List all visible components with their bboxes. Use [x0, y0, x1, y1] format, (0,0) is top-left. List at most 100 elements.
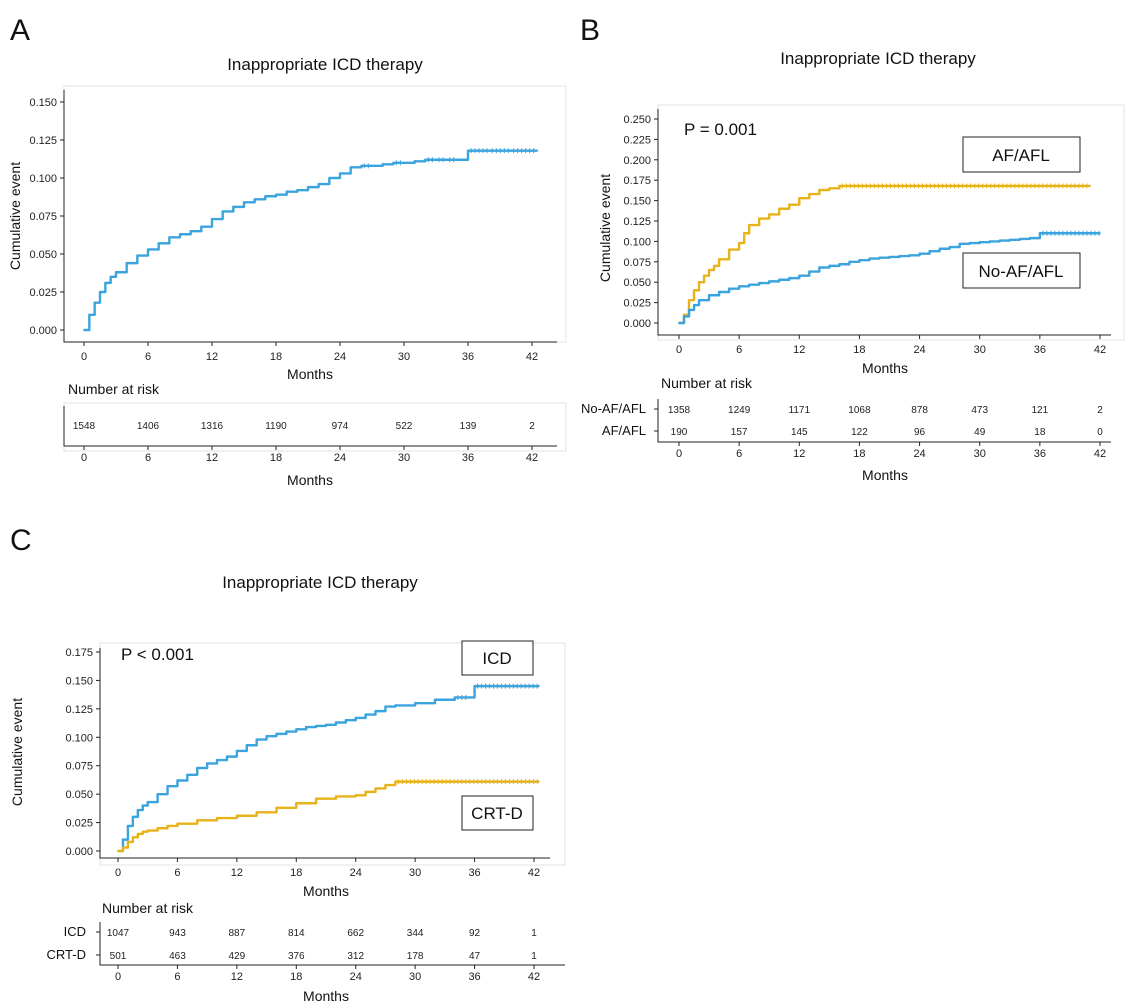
series-point — [798, 274, 801, 277]
risk-x-tick-label: 18 — [270, 452, 282, 464]
panel-letter-a: A — [10, 14, 30, 47]
risk-row-label: AF/AFL — [602, 423, 646, 438]
panel-b-legend-label-af: AF/AFL — [992, 146, 1050, 165]
y-tick-label: 0.250 — [623, 114, 651, 126]
series-point — [868, 257, 871, 260]
series-point — [275, 193, 277, 196]
x-tick-label: 24 — [913, 344, 925, 356]
panel-a-risk-table: 1548 1406 1316 1190 974 522 139 2 — [73, 421, 535, 432]
series-point — [136, 809, 139, 811]
x-tick-label: 30 — [398, 351, 410, 363]
series-point — [445, 158, 448, 161]
risk-value: 121 — [1032, 405, 1049, 416]
panel-b-legend-label-noaf: No-AF/AFL — [978, 262, 1063, 281]
series-point — [453, 780, 456, 783]
panel-c-risk-axes — [99, 922, 565, 966]
series-point — [1018, 238, 1021, 240]
series-point — [808, 270, 811, 273]
x-tick-label: 36 — [1034, 344, 1046, 356]
risk-value: 344 — [407, 928, 424, 939]
risk-x-tick-label: 36 — [462, 452, 474, 464]
risk-x-tick-label: 42 — [1094, 448, 1106, 460]
y-tick-label: 0.200 — [623, 155, 651, 167]
risk-value: 1068 — [848, 405, 871, 416]
x-tick-label: 12 — [793, 344, 805, 356]
series-point — [131, 815, 134, 818]
panel-c-y-ticks: 0.000 0.025 0.050 0.075 0.100 0.125 0.150 0.175 — [65, 647, 100, 858]
series-point — [117, 850, 119, 852]
panel-c-series — [117, 683, 540, 853]
risk-x-tick-label: 6 — [736, 448, 742, 460]
series-point — [898, 255, 901, 257]
panel-b-risk-table: No-AF/AFL 1358 1249 1171 1068 878 473 121 2 AF/AF… — [581, 401, 1103, 438]
series-point — [315, 797, 317, 800]
series-point — [394, 704, 397, 707]
series-point — [275, 732, 278, 735]
series-point — [275, 806, 278, 809]
panel-c-risk-title: Number at risk — [102, 900, 194, 916]
risk-x-tick-label: 18 — [853, 448, 865, 460]
risk-value: 501 — [110, 951, 127, 962]
series-point — [179, 233, 181, 236]
series-point — [371, 164, 373, 167]
series-point — [878, 256, 881, 259]
risk-x-tick-label: 36 — [1034, 448, 1046, 460]
risk-value: 1548 — [73, 421, 96, 432]
series-point — [235, 814, 238, 817]
y-tick-label: 0.150 — [29, 97, 57, 109]
panel-a-y-ticks: 0.000 0.025 0.050 0.075 0.100 0.125 0.150 — [29, 97, 64, 337]
series-point — [718, 258, 720, 261]
panel-c-risk-x-ticks: 0 6 12 18 24 30 36 42 — [115, 965, 540, 983]
panel-b-risk-axes — [657, 399, 1111, 443]
series-point — [538, 685, 540, 688]
risk-x-tick-label: 0 — [115, 971, 121, 983]
series-point — [678, 322, 680, 324]
y-tick-label: 0.000 — [65, 846, 93, 858]
panel-c: C Inappropriate ICD therapy Cumulative e… — [9, 524, 566, 1003]
risk-value: 1 — [531, 928, 537, 939]
panel-a-series — [83, 148, 539, 332]
risk-value: 122 — [851, 427, 868, 438]
risk-value: 463 — [169, 951, 186, 962]
panel-b-legend-box-noaf — [962, 252, 1081, 289]
series-point — [938, 247, 941, 250]
y-tick-label: 0.125 — [623, 216, 651, 228]
series-point — [265, 735, 268, 738]
series-point — [216, 759, 218, 761]
x-tick-label: 0 — [676, 344, 682, 356]
x-tick-label: 18 — [270, 351, 282, 363]
y-tick-label: 0.050 — [29, 249, 57, 261]
series-point — [538, 780, 540, 783]
series-point — [467, 149, 469, 152]
series-point — [434, 698, 436, 701]
risk-value: 96 — [914, 427, 926, 438]
series-point — [232, 205, 235, 208]
series-point — [708, 294, 710, 297]
x-tick-label: 0 — [115, 867, 121, 879]
series-point — [295, 802, 298, 805]
series-point — [354, 794, 357, 797]
series-point — [109, 275, 112, 278]
series-point — [768, 280, 771, 283]
panel-b-risk-title: Number at risk — [661, 375, 753, 391]
y-tick-label: 0.125 — [65, 704, 93, 716]
series-point — [748, 224, 751, 226]
series-point — [778, 207, 781, 210]
y-tick-label: 0.150 — [623, 196, 651, 208]
series-point — [536, 149, 539, 152]
y-tick-label: 0.075 — [29, 211, 57, 223]
panel-b: B Inappropriate ICD therapy Cumulative e… — [580, 14, 1125, 483]
risk-x-tick-label: 42 — [526, 452, 538, 464]
series-point — [958, 242, 961, 245]
series-point — [768, 213, 771, 216]
y-tick-label: 0.175 — [65, 647, 93, 659]
risk-x-tick-label: 24 — [913, 448, 925, 460]
y-tick-label: 0.100 — [29, 173, 57, 185]
panel-a-risk-xlabel: Months — [287, 472, 333, 488]
risk-value: 145 — [791, 427, 808, 438]
series-point — [206, 762, 209, 765]
y-tick-label: 0.025 — [29, 287, 57, 299]
series-point — [1079, 232, 1081, 235]
series-point — [344, 719, 347, 722]
